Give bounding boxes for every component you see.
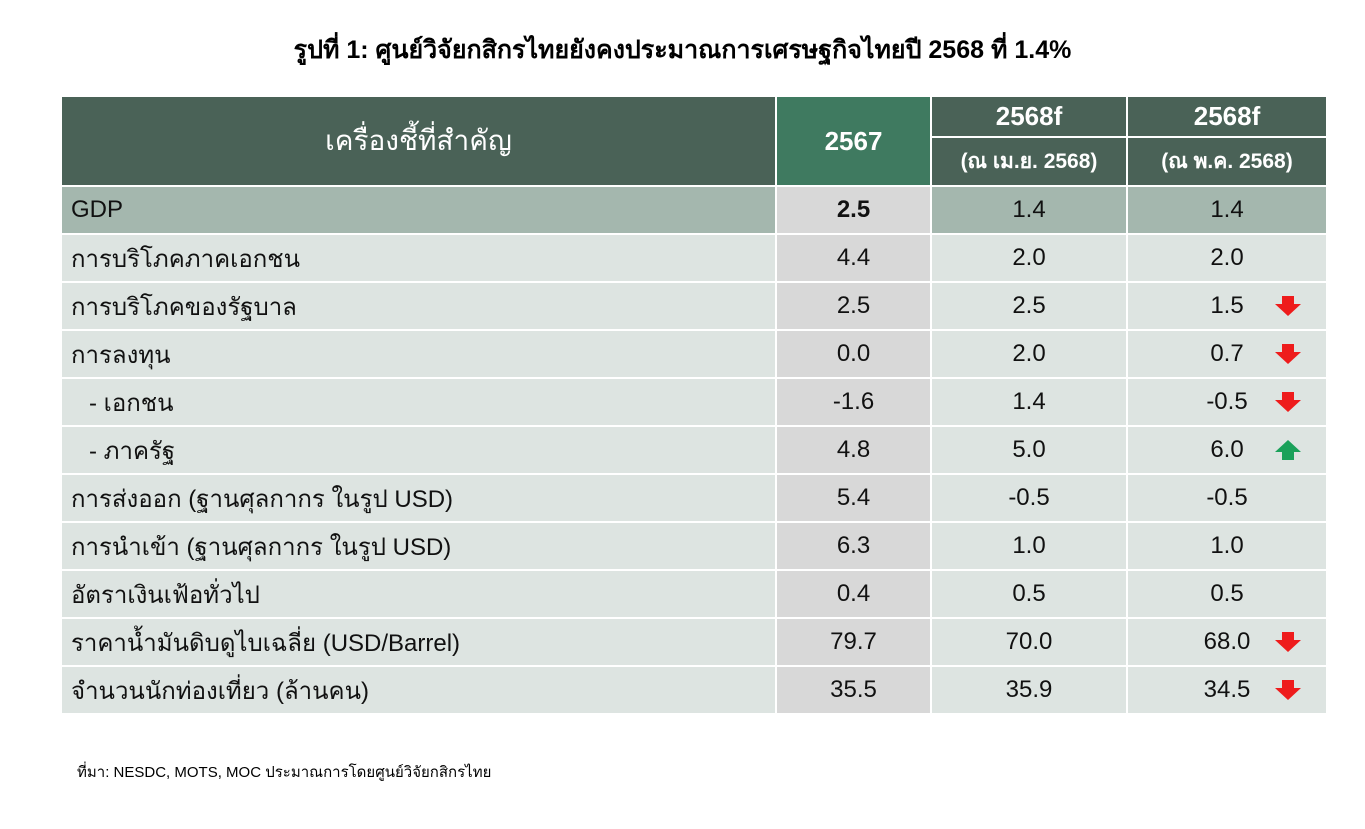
- value-2567: -1.6: [775, 377, 932, 427]
- header-indicator: เครื่องชี้ที่สำคัญ: [60, 95, 777, 187]
- value-2568f-apr: 2.0: [930, 233, 1128, 283]
- table-row: GDP 2.5 1.4 1.4: [60, 185, 1328, 235]
- row-label: จำนวนนักท่องเที่ยว (ล้านคน): [60, 665, 777, 715]
- table-row: ราคาน้ำมันดิบดูไบเฉลี่ย (USD/Barrel) 79.7…: [60, 617, 1328, 667]
- value-2568f-apr: 2.0: [930, 329, 1128, 379]
- value-2568f-may-cell: 2.0: [1126, 233, 1328, 283]
- value-2568f-may-cell: 0.7: [1126, 329, 1328, 379]
- value-2568f-may-cell: -0.5: [1126, 473, 1328, 523]
- header-2568f-apr: 2568f: [930, 95, 1128, 138]
- value-2567: 2.5: [775, 185, 932, 235]
- row-label: - ภาครัฐ: [60, 425, 777, 475]
- value-2567: 4.8: [775, 425, 932, 475]
- value-2568f-may: 1.4: [1210, 196, 1244, 223]
- value-2568f-may-cell: 6.0: [1126, 425, 1328, 475]
- row-label: การบริโภคภาคเอกชน: [60, 233, 777, 283]
- value-2568f-may: 1.5: [1210, 292, 1244, 319]
- value-2568f-may-cell: 0.5: [1126, 569, 1328, 619]
- value-2568f-may-cell: -0.5: [1126, 377, 1328, 427]
- value-2568f-may: 68.0: [1203, 628, 1251, 655]
- header-2567: 2567: [775, 95, 932, 187]
- row-label: การลงทุน: [60, 329, 777, 379]
- value-2568f-apr: -0.5: [930, 473, 1128, 523]
- value-2567: 4.4: [775, 233, 932, 283]
- table-row: - ภาครัฐ 4.8 5.0 6.0: [60, 425, 1328, 475]
- value-2568f-may-cell: 1.4: [1126, 185, 1328, 235]
- value-2568f-apr: 35.9: [930, 665, 1128, 715]
- value-2567: 79.7: [775, 617, 932, 667]
- table-body: GDP 2.5 1.4 1.4 การบริโภคภาคเอกชน 4.4 2.0 2.0 กา…: [60, 185, 1328, 715]
- value-2568f-apr: 1.4: [930, 377, 1128, 427]
- value-2567: 0.4: [775, 569, 932, 619]
- value-2568f-apr: 1.0: [930, 521, 1128, 571]
- table-row: อัตราเงินเฟ้อทั่วไป 0.4 0.5 0.5: [60, 569, 1328, 619]
- value-2568f-apr: 2.5: [930, 281, 1128, 331]
- value-2568f-apr: 0.5: [930, 569, 1128, 619]
- row-label: การส่งออก (ฐานศุลกากร ในรูป USD): [60, 473, 777, 523]
- value-2568f-may-cell: 68.0: [1126, 617, 1328, 667]
- value-2567: 35.5: [775, 665, 932, 715]
- table-row: การส่งออก (ฐานศุลกากร ในรูป USD) 5.4 -0.5-…: [60, 473, 1328, 523]
- value-2568f-may: -0.5: [1206, 484, 1248, 511]
- value-2568f-may-cell: 1.5: [1126, 281, 1328, 331]
- header-2568f-may-sub: (ณ พ.ค. 2568): [1126, 135, 1328, 188]
- arrow-down-icon: [1275, 680, 1301, 700]
- table-row: การบริโภคภาคเอกชน 4.4 2.0 2.0: [60, 233, 1328, 283]
- key-indicators-table: เครื่องชี้ที่สำคัญ 2567 2568f 2568f (ณ เ…: [60, 95, 1328, 715]
- value-2568f-may: 0.7: [1210, 340, 1244, 367]
- arrow-down-icon: [1275, 632, 1301, 652]
- arrow-up-icon: [1275, 440, 1301, 460]
- value-2567: 6.3: [775, 521, 932, 571]
- row-label: อัตราเงินเฟ้อทั่วไป: [60, 569, 777, 619]
- value-2568f-apr: 5.0: [930, 425, 1128, 475]
- value-2568f-may-cell: 1.0: [1126, 521, 1328, 571]
- value-2568f-may: 34.5: [1203, 676, 1251, 703]
- arrow-down-icon: [1275, 344, 1301, 364]
- header-2568f-apr-sub: (ณ เม.ย. 2568): [930, 135, 1128, 188]
- table-row: การลงทุน 0.0 2.0 0.7: [60, 329, 1328, 379]
- table-row: การบริโภคของรัฐบาล 2.5 2.5 1.5: [60, 281, 1328, 331]
- table-row: - เอกชน -1.6 1.4 -0.5: [60, 377, 1328, 427]
- figure-title: รูปที่ 1: ศูนย์วิจัยกสิกรไทยยังคงประมาณก…: [293, 36, 1072, 64]
- row-label: การนำเข้า (ฐานศุลกากร ในรูป USD): [60, 521, 777, 571]
- value-2567: 5.4: [775, 473, 932, 523]
- value-2568f-may: 0.5: [1210, 580, 1244, 607]
- row-label: - เอกชน: [60, 377, 777, 427]
- value-2568f-may: 1.0: [1210, 532, 1244, 559]
- arrow-down-icon: [1275, 392, 1301, 412]
- value-2567: 2.5: [775, 281, 932, 331]
- value-2568f-may: 6.0: [1210, 436, 1244, 463]
- value-2568f-apr: 1.4: [930, 185, 1128, 235]
- value-2568f-may-cell: 34.5: [1126, 665, 1328, 715]
- row-label: ราคาน้ำมันดิบดูไบเฉลี่ย (USD/Barrel): [60, 617, 777, 667]
- value-2567: 0.0: [775, 329, 932, 379]
- table-row: การนำเข้า (ฐานศุลกากร ในรูป USD) 6.3 1.0 1.…: [60, 521, 1328, 571]
- header-2568f-may: 2568f: [1126, 95, 1328, 138]
- value-2568f-apr: 70.0: [930, 617, 1128, 667]
- arrow-down-icon: [1275, 296, 1301, 316]
- source-note: ที่มา: NESDC, MOTS, MOC ประมาณการโดยศูนย…: [77, 764, 492, 781]
- value-2568f-may: 2.0: [1210, 244, 1244, 271]
- row-label: การบริโภคของรัฐบาล: [60, 281, 777, 331]
- table-row: จำนวนนักท่องเที่ยว (ล้านคน) 35.5 35.9 34.5: [60, 665, 1328, 715]
- value-2568f-may: -0.5: [1206, 388, 1248, 415]
- row-label: GDP: [60, 185, 777, 235]
